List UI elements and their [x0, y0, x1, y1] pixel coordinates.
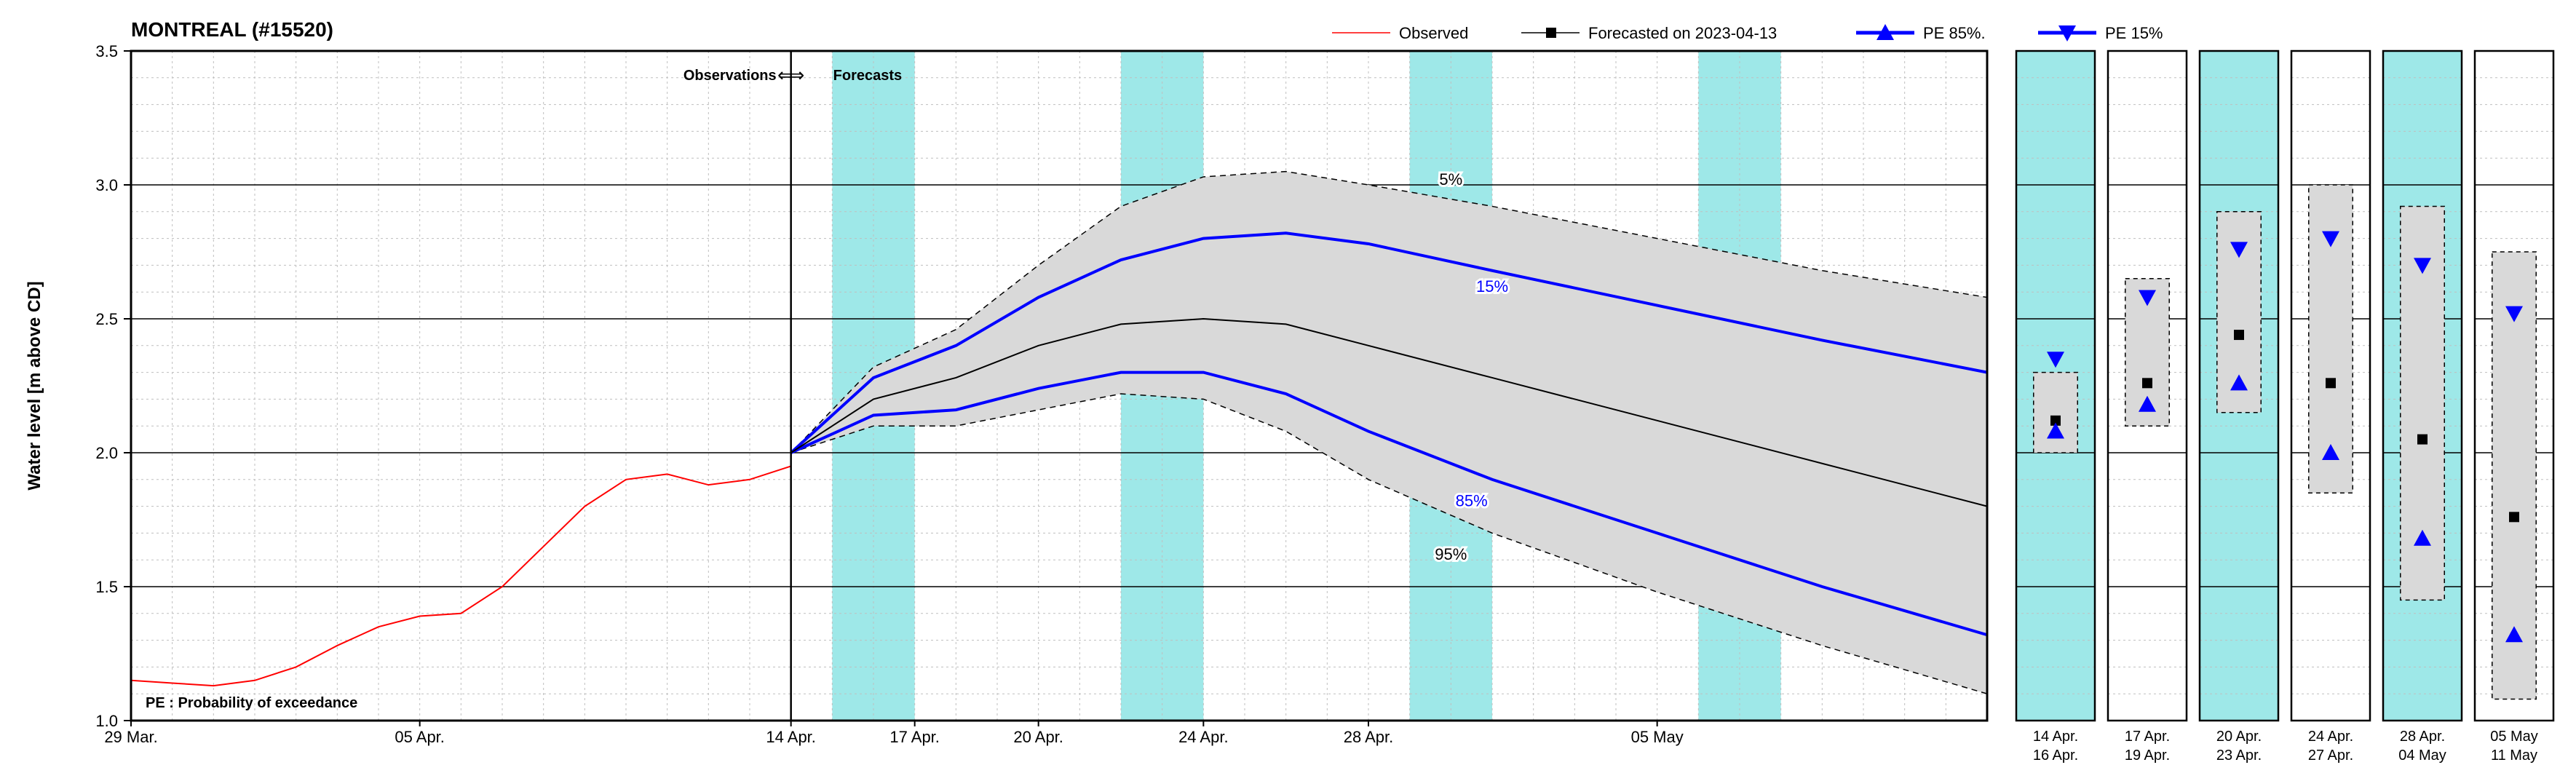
side-panel-bot-label: 19 Apr.: [2125, 748, 2170, 764]
side-panel: [2108, 51, 2187, 721]
chart-title: MONTREAL (#15520): [131, 18, 333, 41]
pe-note: PE : Probability of exceedance: [146, 695, 357, 711]
xtick-label: 24 Apr.: [1178, 728, 1229, 746]
arrow-icon: ⟺: [777, 64, 804, 86]
legend-observed-label: Observed: [1399, 24, 1468, 42]
main-panel: 5%5%15%15%85%85%95%95%ObservationsForeca…: [131, 51, 1987, 721]
side-panel: [2016, 51, 2095, 721]
side-median-marker: [2142, 378, 2152, 388]
band-label: 95%: [1435, 545, 1467, 563]
y-axis-label: Water level [m above CD]: [25, 281, 44, 490]
observations-label: Observations: [683, 68, 777, 84]
xtick-label: 29 Mar.: [104, 728, 157, 746]
water-level-forecast-chart: MONTREAL (#15520) Observed Forecasted on 2…: [7, 7, 2569, 774]
side-panel-bot-label: 27 Apr.: [2308, 748, 2353, 764]
band-label: 85%: [1456, 492, 1488, 510]
legend-pe15-label: PE 15%: [2105, 24, 2163, 42]
probability-band: [791, 172, 1987, 694]
side-panel: [2291, 51, 2370, 721]
side-median-marker: [2326, 378, 2336, 388]
side-panel-bot-label: 11 May: [2491, 748, 2537, 764]
forecasts-label: Forecasts: [833, 68, 903, 84]
xtick-label: 17 Apr.: [889, 728, 940, 746]
ytick-label: 1.5: [95, 578, 118, 596]
legend-forecast-marker: [1546, 28, 1556, 38]
side-panel: [2383, 51, 2462, 721]
xtick-label: 14 Apr.: [766, 728, 816, 746]
ytick-label: 3.5: [95, 42, 118, 60]
side-panel-bot-label: 23 Apr.: [2216, 748, 2262, 764]
ytick-label: 2.0: [95, 444, 118, 462]
side-median-marker: [2234, 330, 2244, 340]
side-median-marker: [2509, 512, 2519, 522]
side-panel-top-label: 24 Apr.: [2308, 729, 2353, 745]
side-prob-box: [2034, 373, 2077, 453]
xtick-label: 28 Apr.: [1344, 728, 1394, 746]
side-panel-top-label: 05 May: [2490, 729, 2538, 745]
side-panel-top-label: 14 Apr.: [2033, 729, 2078, 745]
legend-forecast-label: Forecasted on 2023-04-13: [1588, 24, 1777, 42]
side-panel-bot-label: 04 May: [2398, 748, 2446, 764]
ytick-label: 1.0: [95, 712, 118, 730]
xtick-label: 05 Apr.: [395, 728, 445, 746]
band-label: 5%: [1439, 170, 1462, 189]
xtick-label: 20 Apr.: [1013, 728, 1063, 746]
xtick-label: 05 May: [1631, 728, 1684, 746]
side-panel-top-label: 20 Apr.: [2216, 729, 2262, 745]
side-panel: [2200, 51, 2278, 721]
side-median-marker: [2417, 435, 2428, 445]
ytick-label: 2.5: [95, 310, 118, 328]
side-panel-top-label: 28 Apr.: [2400, 729, 2445, 745]
side-panel-bot-label: 16 Apr.: [2033, 748, 2078, 764]
band-label: 15%: [1476, 277, 1508, 296]
side-panel-top-label: 17 Apr.: [2125, 729, 2170, 745]
ytick-label: 3.0: [95, 176, 118, 194]
side-panel: [2475, 51, 2553, 721]
legend-pe85-label: PE 85%.: [1923, 24, 1986, 42]
